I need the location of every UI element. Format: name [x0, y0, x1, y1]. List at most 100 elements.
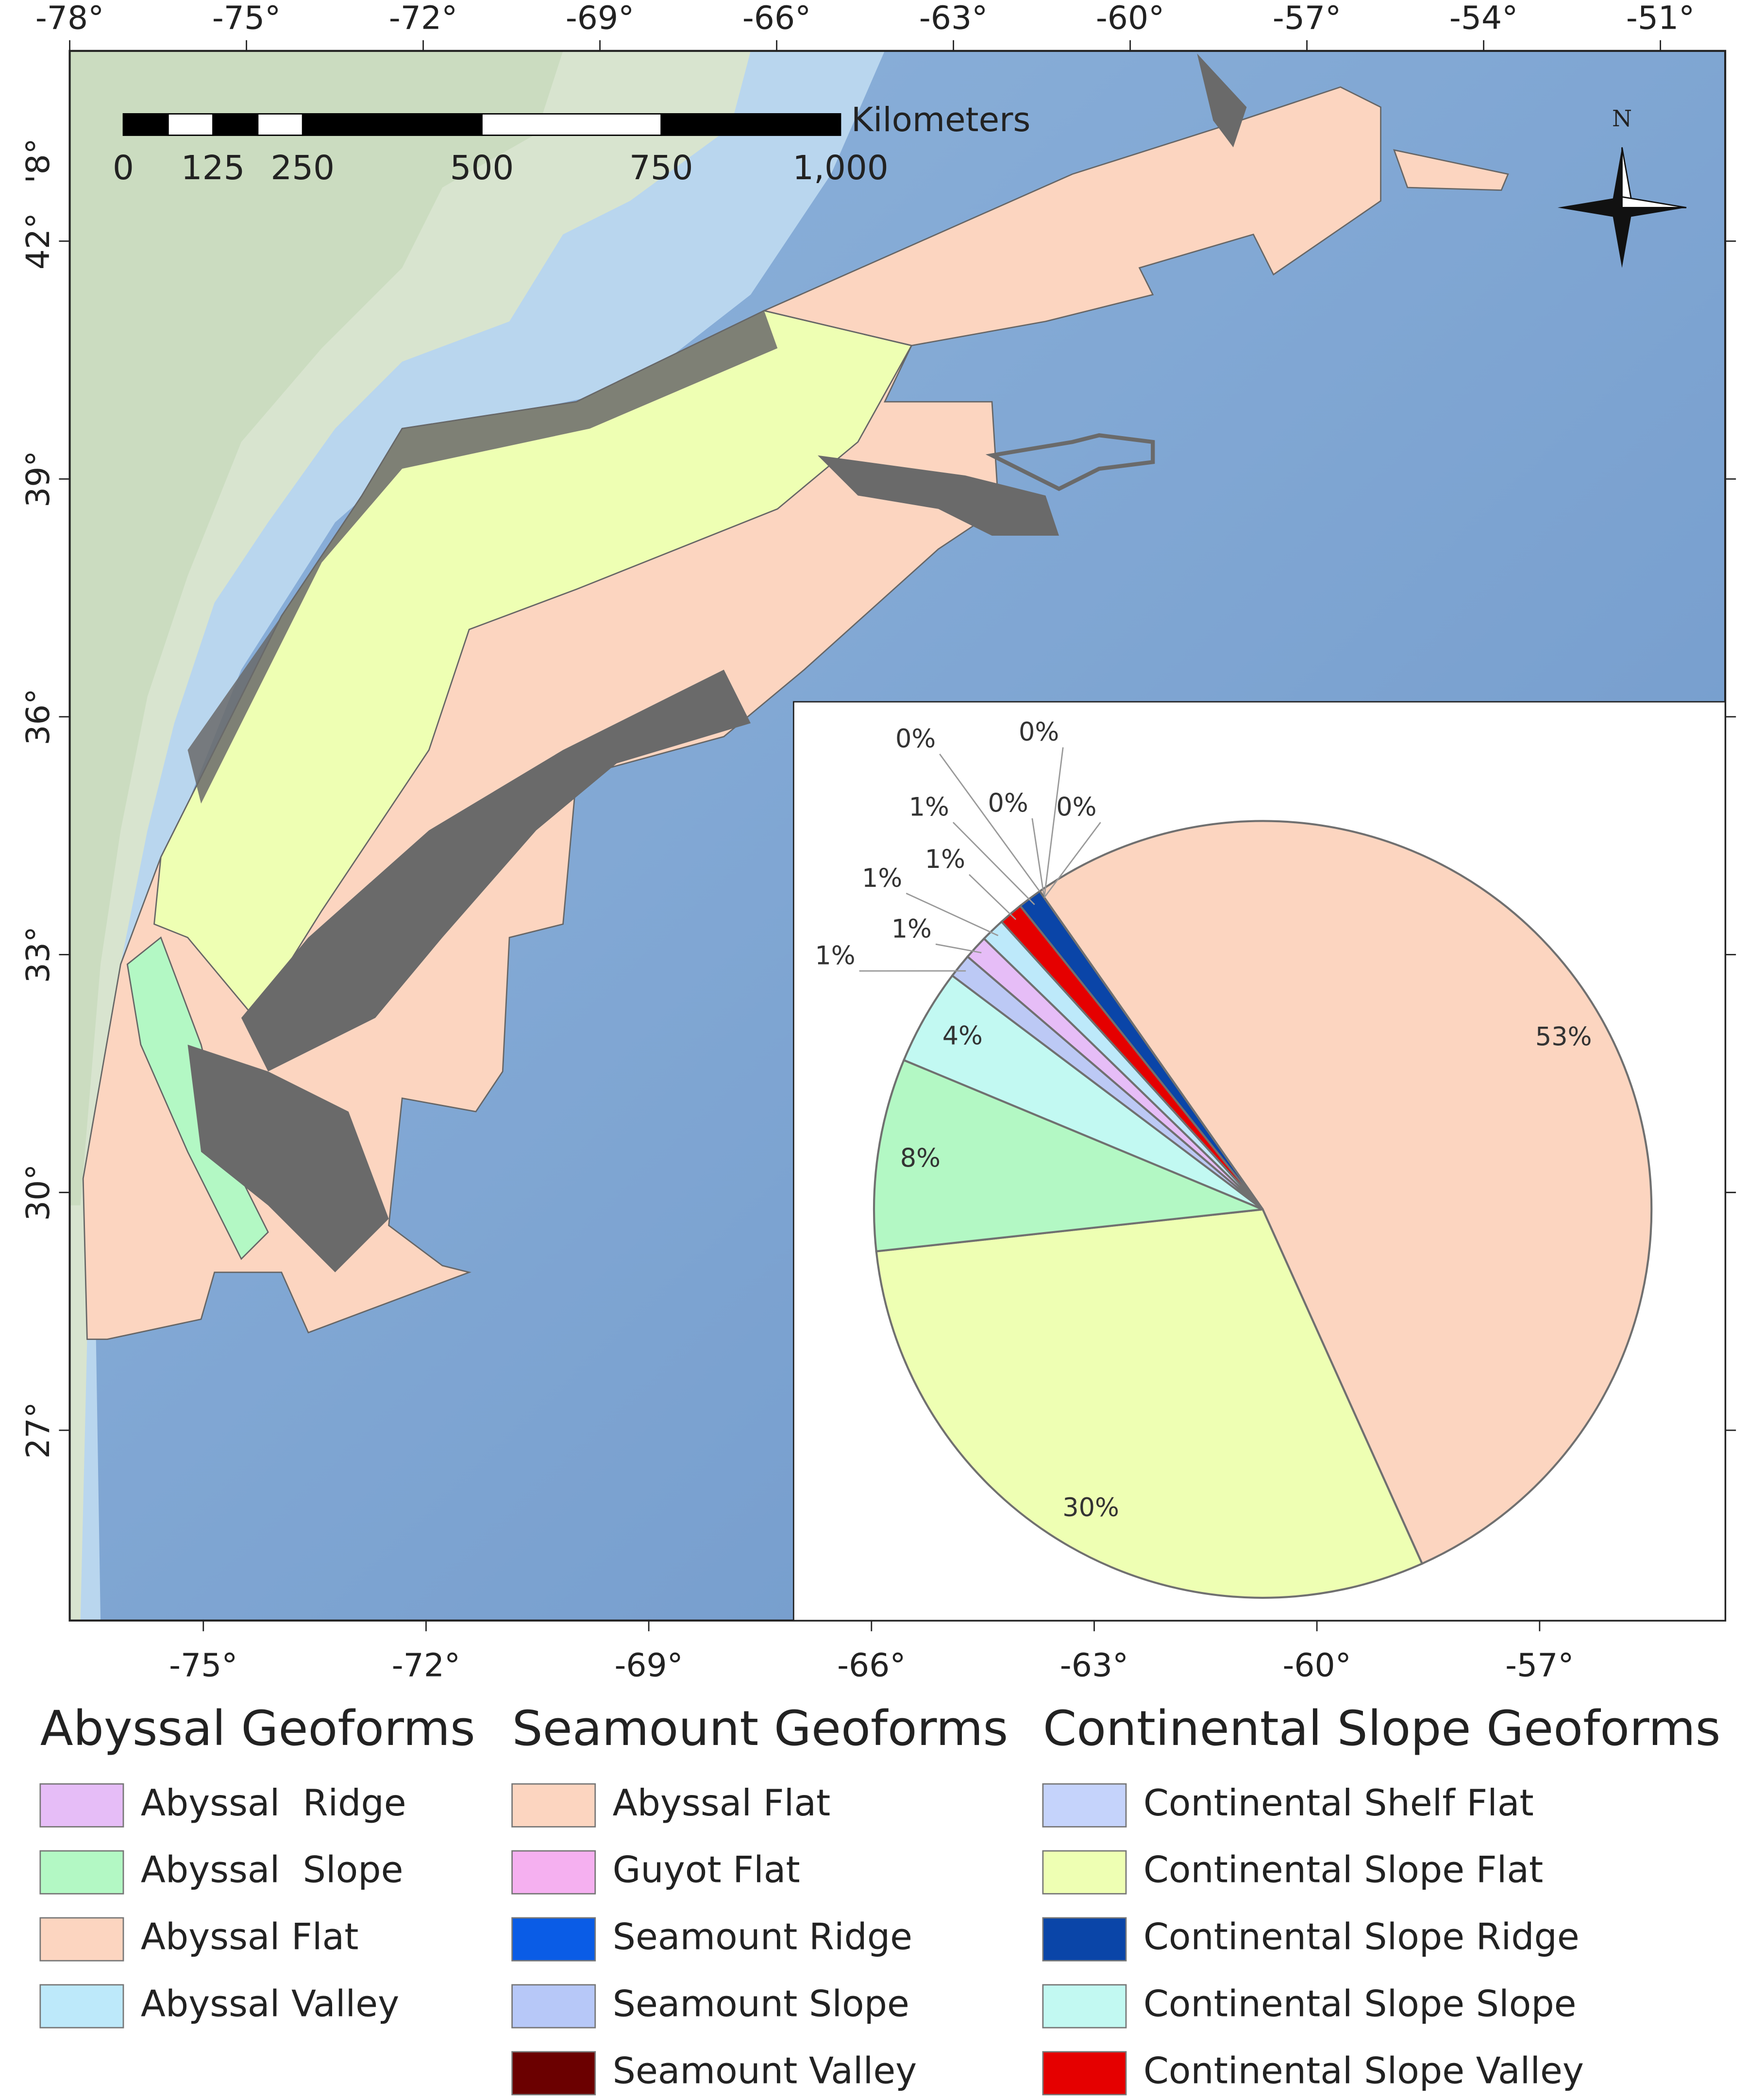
- lon-tick-label: -75°: [212, 0, 281, 36]
- lon-tick-label: -66°: [742, 0, 811, 36]
- legend-heading: Continental Slope Geoforms: [1043, 1701, 1721, 1757]
- leader-line: [1043, 747, 1064, 898]
- clipped-label: '8°: [19, 138, 57, 183]
- leader-line: [906, 893, 999, 936]
- legend-label: Seamount Ridge: [613, 1916, 912, 1958]
- pie-slice: [1039, 890, 1264, 1210]
- lon-tick-label: -72°: [389, 0, 457, 36]
- pie-label: 8%: [900, 1144, 941, 1173]
- lat-tick-label: 39°: [19, 451, 57, 508]
- lat-tick-label: 42°: [19, 213, 57, 270]
- leader-line: [1043, 822, 1101, 898]
- legend-swatch: [39, 1850, 124, 1895]
- scale-label: 250: [270, 149, 335, 187]
- lon-tick-label: -75°: [169, 1646, 237, 1684]
- lon-tick-label: -54°: [1449, 0, 1518, 36]
- pie-slice: [875, 1208, 1424, 1599]
- scale-label: 750: [629, 149, 693, 187]
- legend-swatch: [511, 1984, 596, 2029]
- pie-chart: 53% 30% 8% 4% 1% 1% 1% 1% 1% 0% 0% 0% 0%: [815, 717, 1653, 1599]
- scale-segment: [257, 113, 303, 136]
- legend-swatch: [1042, 1850, 1127, 1895]
- lon-tick-label: -51°: [1626, 0, 1695, 36]
- study-area: [82, 53, 1509, 1340]
- lat-tick-label: 30°: [19, 1164, 57, 1221]
- scale-label: 1,000: [792, 149, 889, 187]
- scale-label: 500: [450, 149, 514, 187]
- lon-tick-label: -72°: [392, 1646, 460, 1684]
- lon-tick-label: -60°: [1096, 0, 1164, 36]
- pie-label: 1%: [909, 793, 949, 822]
- legend-heading: Abyssal Geoforms: [40, 1701, 475, 1757]
- pie-label: 0%: [988, 788, 1028, 818]
- scale-segment: [122, 113, 169, 136]
- legend-swatch: [511, 1850, 596, 1895]
- pie-label: 1%: [891, 915, 932, 944]
- legend-label: Continental Slope Flat: [1143, 1849, 1543, 1891]
- scale-segment: [660, 113, 841, 136]
- leader-line: [969, 874, 1017, 920]
- legend-swatch: [1042, 2051, 1127, 2096]
- map-axes: -78° -75° -72° -69° -66° -63° -60° -57° -54° -51°…: [19, 0, 1736, 1684]
- scale-segment: [302, 113, 483, 136]
- legend-swatch: [511, 1783, 596, 1828]
- leader-line: [1031, 818, 1045, 898]
- legend-label: Continental Slope Slope: [1143, 1982, 1577, 2025]
- pie-slice: [902, 974, 1263, 1211]
- legend-label: Abyssal Flat: [141, 1916, 359, 1958]
- pie-label: 4%: [942, 1021, 983, 1050]
- lon-tick-label: -78°: [35, 0, 104, 36]
- legend-label: Seamount Slope: [613, 1982, 909, 2025]
- legend-swatch: [39, 1984, 124, 2029]
- scale-segment: [212, 113, 259, 136]
- lat-tick-label: 36°: [19, 688, 57, 745]
- legend-swatch: [1042, 1783, 1127, 1828]
- legend-swatch: [1042, 1917, 1127, 1962]
- scale-label: 0: [113, 149, 134, 187]
- scale-label: 125: [181, 149, 245, 187]
- pie-slice: [873, 1059, 1263, 1253]
- lon-tick-label: -57°: [1273, 0, 1341, 36]
- lon-tick-label: -66°: [837, 1646, 906, 1684]
- legend-label: Guyot Flat: [613, 1849, 800, 1891]
- lon-tick-label: -60°: [1282, 1646, 1351, 1684]
- lon-tick-label: -63°: [919, 0, 988, 36]
- lon-tick-label: -63°: [1060, 1646, 1128, 1684]
- legend-heading: Seamount Geoforms: [512, 1701, 1008, 1757]
- legend-label: Abyssal Flat: [613, 1782, 831, 1824]
- lat-tick-label: 33°: [19, 926, 57, 983]
- pie-label: 0%: [895, 724, 936, 754]
- legend-label: Continental Shelf Flat: [1143, 1782, 1534, 1824]
- legend-label: Abyssal Ridge: [141, 1782, 406, 1824]
- leader-line: [939, 753, 1045, 898]
- legend-label: Seamount Valley: [613, 2049, 917, 2092]
- pie-label: 1%: [862, 864, 902, 893]
- legend-label: Abyssal Valley: [141, 1982, 399, 2025]
- pie-label: 1%: [815, 941, 855, 971]
- north-label: N: [1612, 105, 1632, 132]
- pie-label: 53%: [1535, 1022, 1592, 1052]
- scale-segment: [481, 113, 662, 136]
- scale-unit: Kilometers: [851, 101, 1030, 139]
- lon-tick-label: -69°: [566, 0, 634, 36]
- legend-swatch: [39, 1917, 124, 1962]
- pie-label: 0%: [1019, 717, 1059, 747]
- leader-line: [952, 822, 1035, 905]
- scale-bar: 0 125 250 500 750 1,000 Kilometers: [113, 101, 1030, 187]
- scale-segment: [167, 113, 214, 136]
- lon-tick-label: -57°: [1505, 1646, 1574, 1684]
- legend-label: Continental Slope Ridge: [1143, 1916, 1580, 1958]
- legend: Abyssal Geoforms Abyssal Ridge Abyssal Slo…: [39, 1701, 1721, 2096]
- pie-slice: [1038, 820, 1653, 1565]
- pie-label: 1%: [925, 845, 965, 874]
- pie-label: 30%: [1062, 1493, 1119, 1523]
- leader-line: [935, 943, 982, 954]
- legend-label: Continental Slope Valley: [1143, 2049, 1584, 2092]
- lat-tick-label: 27°: [19, 1402, 57, 1458]
- legend-swatch: [511, 1917, 596, 1962]
- legend-label: Abyssal Slope: [141, 1849, 403, 1891]
- lon-tick-label: -69°: [614, 1646, 683, 1684]
- legend-swatch: [39, 1783, 124, 1828]
- legend-swatch: [1042, 1984, 1127, 2029]
